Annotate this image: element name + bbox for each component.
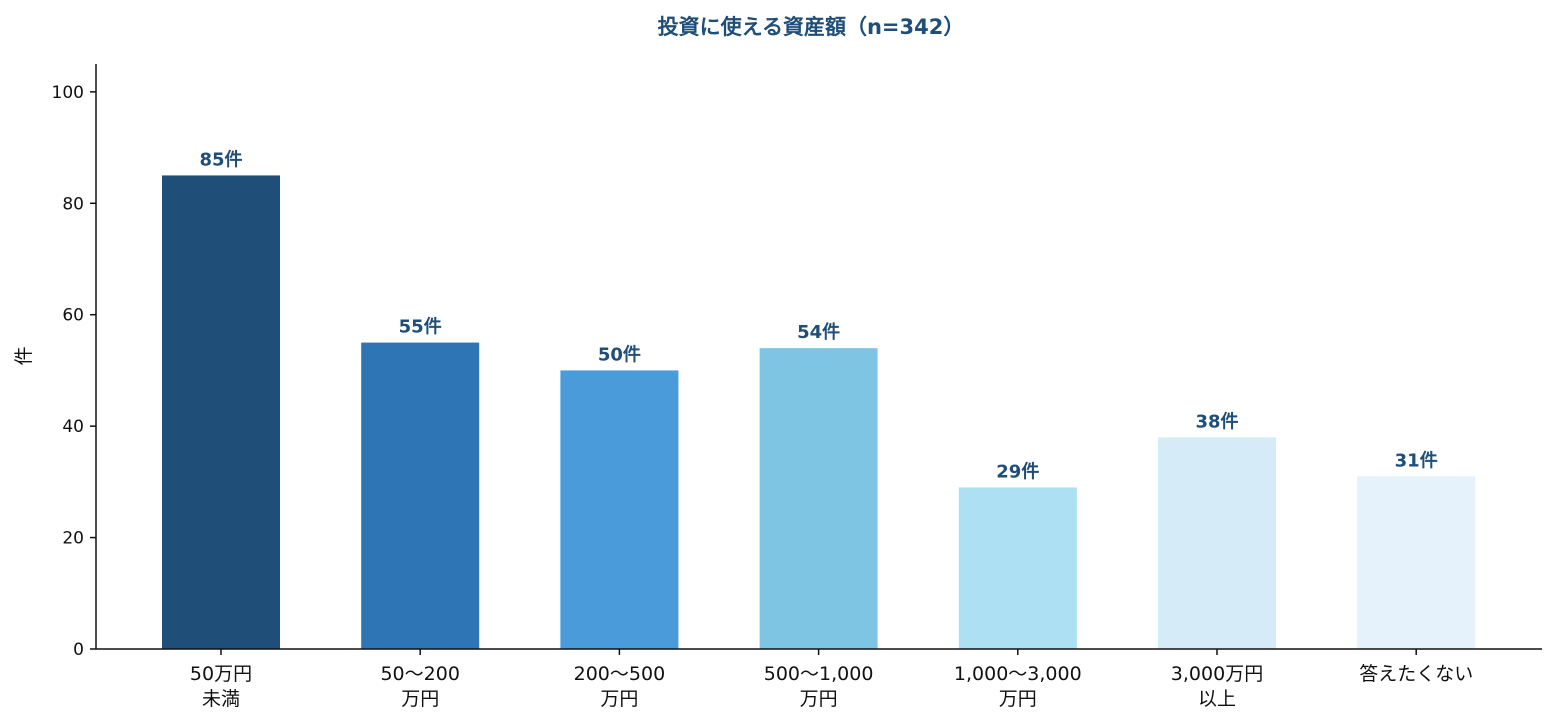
bar (1357, 476, 1476, 649)
y-tick-label: 40 (62, 417, 84, 437)
x-tick-label: 未満 (202, 688, 240, 710)
x-tick-label: 500〜1,000 (764, 663, 874, 685)
bar (560, 370, 679, 649)
chart-title: 投資に使える資産額（n=342） (658, 15, 965, 39)
y-tick-label: 100 (52, 83, 84, 103)
x-tick-label: 50〜200 (380, 663, 459, 685)
bar (361, 342, 480, 649)
bar (958, 487, 1077, 649)
y-axis-label: 件 (13, 346, 35, 365)
x-tick-label: 万円 (401, 688, 439, 710)
y-tick-label: 0 (73, 640, 84, 660)
bar (1158, 437, 1276, 649)
bar (162, 175, 280, 649)
y-tick-label: 60 (62, 306, 84, 326)
x-tick-label: 50万円 (190, 663, 252, 685)
x-tick-label: 以上 (1198, 688, 1236, 710)
bar-data-label: 54件 (797, 321, 840, 343)
x-tick-label: 3,000万円 (1171, 663, 1263, 685)
bar-data-label: 50件 (598, 343, 641, 365)
bar-data-label: 55件 (399, 316, 442, 338)
x-tick-label: 答えたくない (1359, 663, 1473, 685)
x-tick-label: 万円 (600, 688, 638, 710)
x-tick-label: 万円 (999, 688, 1037, 710)
bar (759, 348, 878, 649)
bar-data-label: 29件 (996, 460, 1039, 482)
bar-data-label: 31件 (1395, 449, 1438, 471)
y-tick-label: 80 (62, 194, 84, 214)
bar-data-label: 38件 (1195, 410, 1238, 432)
x-tick-label: 1,000〜3,000 (954, 663, 1082, 685)
y-tick-label: 20 (62, 529, 84, 549)
x-tick-label: 200〜500 (574, 663, 666, 685)
x-tick-label: 万円 (800, 688, 838, 710)
bar-data-label: 85件 (199, 148, 242, 170)
